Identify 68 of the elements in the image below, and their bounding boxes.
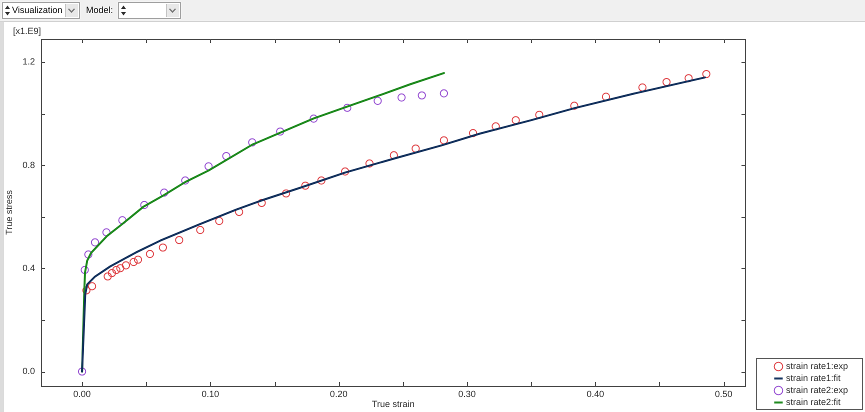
point — [82, 286, 91, 294]
x-tick-label: 0.20 — [330, 388, 348, 399]
point — [88, 282, 96, 290]
point — [78, 367, 86, 376]
point — [684, 74, 693, 82]
point — [374, 96, 382, 105]
point — [440, 89, 448, 98]
point — [310, 114, 318, 123]
dropdown: Visualization — [2, 2, 80, 19]
point — [341, 167, 350, 176]
point — [160, 188, 168, 197]
x-tick-label: 0.50 — [714, 388, 732, 399]
point — [122, 261, 130, 270]
point — [90, 238, 100, 247]
y-tick-label: 1.2 — [22, 56, 35, 67]
point — [317, 176, 326, 185]
x-tick-label: 0.10 — [202, 388, 220, 399]
point — [276, 127, 284, 136]
x-tick-label: 0.40 — [586, 388, 604, 399]
y-tick-label: 0.4 — [22, 262, 35, 273]
point — [146, 250, 154, 258]
point — [104, 272, 112, 281]
point — [140, 200, 148, 210]
point — [662, 78, 671, 86]
point — [602, 92, 610, 101]
point — [638, 83, 647, 92]
toolbar: Visualization Model: — [0, 0, 865, 22]
point — [215, 216, 224, 226]
point — [570, 102, 578, 110]
point — [492, 122, 500, 130]
point — [258, 198, 266, 208]
y-tick-label: 0.0 — [22, 366, 35, 376]
point — [108, 268, 116, 278]
point — [130, 258, 138, 266]
y-axis-title: True stress — [4, 190, 14, 235]
x-tick-label: 0.30 — [458, 388, 476, 399]
point — [412, 144, 420, 153]
point — [365, 159, 374, 168]
point — [235, 208, 244, 216]
legend-label: strain rate2:fit — [786, 396, 841, 407]
text: [x1.E9] — [12, 26, 41, 36]
point — [301, 182, 310, 190]
point — [512, 116, 520, 124]
point — [440, 136, 448, 144]
point — [158, 243, 168, 252]
point — [196, 226, 204, 234]
point — [84, 250, 92, 259]
point — [343, 104, 352, 112]
x-axis-title: True strain — [372, 399, 415, 410]
legend-label: strain rate2:exp — [786, 384, 848, 395]
y-tick-label: 0.8 — [22, 160, 35, 170]
point — [112, 266, 120, 274]
point — [468, 129, 478, 138]
point — [181, 176, 190, 185]
point — [116, 264, 124, 272]
point — [248, 138, 256, 146]
x-tick-label: 0.00 — [73, 388, 91, 399]
legend-label: strain rate1:exp — [786, 360, 848, 371]
point — [282, 189, 290, 198]
point — [134, 256, 142, 264]
point — [702, 70, 710, 78]
point — [118, 216, 126, 224]
point — [80, 266, 89, 274]
point — [204, 162, 213, 170]
point — [397, 93, 406, 102]
point — [175, 236, 184, 244]
point — [418, 91, 426, 100]
legend-label: strain rate1:fit — [786, 372, 841, 383]
